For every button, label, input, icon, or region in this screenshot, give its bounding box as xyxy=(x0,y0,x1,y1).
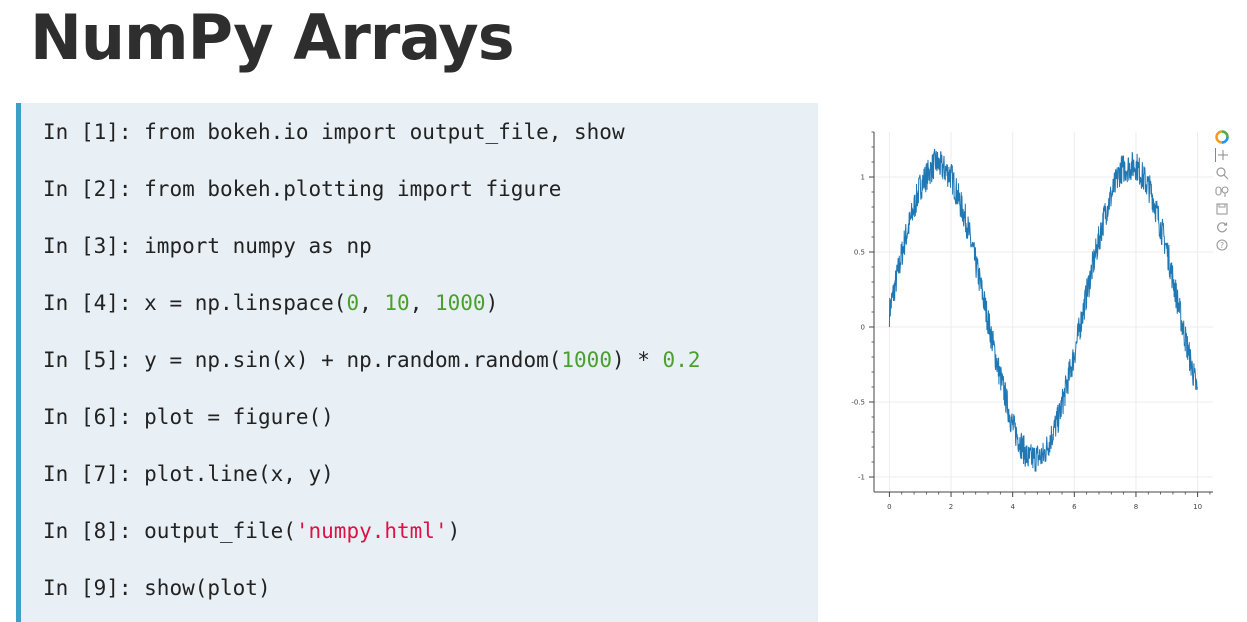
code-number-literal: 0.2 xyxy=(662,348,701,372)
code-text: show(plot) xyxy=(144,576,271,600)
input-prompt: In [1]: xyxy=(43,120,145,144)
x-tick-label: 0 xyxy=(887,503,891,511)
input-prompt: In [2]: xyxy=(43,177,145,201)
code-number-literal: 1000 xyxy=(435,291,486,315)
code-text: output_file( xyxy=(144,519,296,543)
wheel-zoom-icon[interactable] xyxy=(1214,184,1230,198)
x-tick-label: 6 xyxy=(1072,503,1077,511)
code-text: , xyxy=(409,291,435,315)
code-text: ) * xyxy=(611,348,663,372)
code-text: import numpy as np xyxy=(144,234,372,258)
input-prompt: In [4]: xyxy=(43,291,145,315)
y-tick-label: 1 xyxy=(861,174,865,182)
code-line: In [3]: import numpy as np xyxy=(43,231,372,261)
code-number-literal: 1000 xyxy=(561,348,612,372)
code-panel: In [1]: from bokeh.io import output_file… xyxy=(16,103,818,622)
code-line: In [4]: x = np.linspace(0, 10, 1000) xyxy=(43,288,498,318)
y-tick-label: -0.5 xyxy=(851,399,865,407)
page-title: NumPy Arrays xyxy=(30,1,515,74)
box-zoom-icon[interactable] xyxy=(1214,166,1230,180)
code-text: , xyxy=(359,291,385,315)
code-line: In [5]: y = np.sin(x) + np.random.random… xyxy=(43,345,700,375)
svg-text:?: ? xyxy=(1220,241,1224,250)
bokeh-plot[interactable]: 0 2 4 6 8 10 -1 -0.5 0 0.5 1 xyxy=(838,120,1238,520)
input-prompt: In [3]: xyxy=(43,234,145,258)
code-line: In [1]: from bokeh.io import output_file… xyxy=(43,117,625,147)
input-prompt: In [8]: xyxy=(43,519,145,543)
y-tick-label: 0 xyxy=(861,324,865,332)
code-text: from bokeh.plotting import figure xyxy=(144,177,562,201)
help-icon[interactable]: ? xyxy=(1214,238,1230,252)
reset-icon[interactable] xyxy=(1214,220,1230,234)
series-line xyxy=(888,148,1199,472)
bokeh-logo-icon[interactable] xyxy=(1214,130,1230,144)
save-icon[interactable] xyxy=(1214,202,1230,216)
x-tick-label: 2 xyxy=(949,503,953,511)
code-line: In [8]: output_file('numpy.html') xyxy=(43,516,460,546)
code-text: from bokeh.io import output_file, show xyxy=(144,120,625,144)
x-tick-label: 10 xyxy=(1193,503,1202,511)
code-text: plot.line(x, y) xyxy=(144,462,334,486)
pan-icon[interactable] xyxy=(1214,148,1230,162)
code-text: plot = figure() xyxy=(144,405,334,429)
code-line: In [9]: show(plot) xyxy=(43,573,271,603)
code-number-literal: 10 xyxy=(384,291,410,315)
line-chart: 0 2 4 6 8 10 -1 -0.5 0 0.5 1 xyxy=(851,131,1213,511)
code-text: x = np.linspace( xyxy=(144,291,347,315)
code-text: ) xyxy=(447,519,461,543)
y-tick-label: -1 xyxy=(858,474,865,482)
input-prompt: In [5]: xyxy=(43,348,145,372)
code-string-literal: 'numpy.html' xyxy=(295,519,448,543)
code-text: y = np.sin(x) + np.random.random( xyxy=(144,348,562,372)
code-line: In [6]: plot = figure() xyxy=(43,402,334,432)
x-tick-label: 8 xyxy=(1134,503,1138,511)
input-prompt: In [7]: xyxy=(43,462,145,486)
x-tick-label: 4 xyxy=(1010,503,1015,511)
code-line: In [2]: from bokeh.plotting import figur… xyxy=(43,174,561,204)
code-line: In [7]: plot.line(x, y) xyxy=(43,459,334,489)
input-prompt: In [9]: xyxy=(43,576,145,600)
code-number-literal: 0 xyxy=(346,291,360,315)
input-prompt: In [6]: xyxy=(43,405,145,429)
code-text: ) xyxy=(485,291,499,315)
y-tick-label: 0.5 xyxy=(854,249,865,257)
